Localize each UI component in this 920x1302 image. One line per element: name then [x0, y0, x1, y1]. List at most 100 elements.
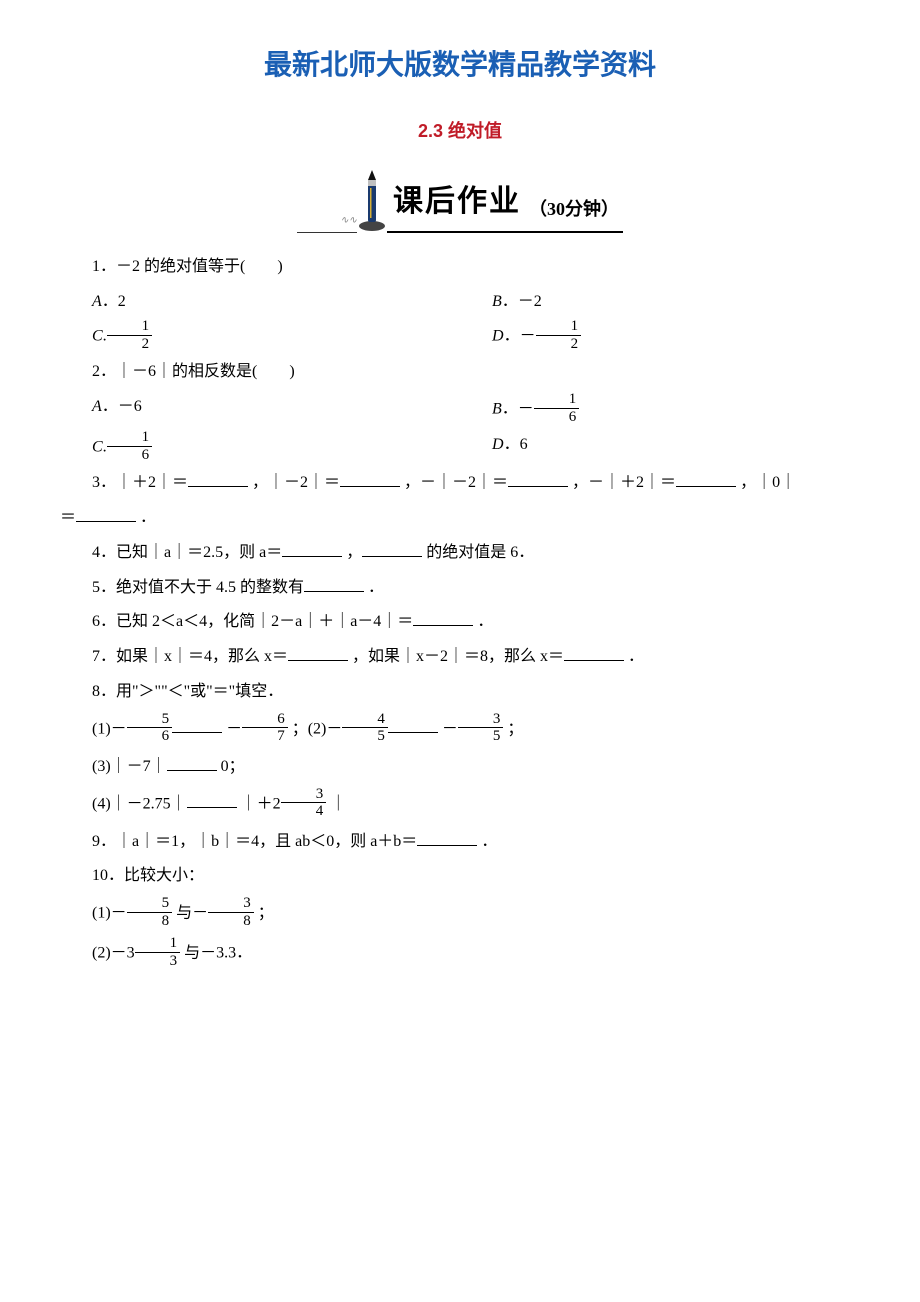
fraction: 67 — [242, 711, 288, 745]
q8-sub3: (3)｜－7｜ 0； — [60, 753, 860, 782]
q3-text: ，－｜－2｜＝ — [404, 474, 508, 491]
opt-label: C — [92, 439, 103, 456]
q1-optD: D．－12 — [460, 320, 860, 354]
q8-text: (1)－ — [92, 720, 127, 737]
opt-label: D — [492, 328, 504, 345]
q1-row2: C.12 D．－12 — [60, 320, 860, 354]
q1-optC: C.12 — [60, 320, 460, 354]
blank — [282, 540, 342, 557]
q8-text: ； — [507, 720, 523, 737]
q8-sub4: (4)｜－2.75｜ ｜＋234 ｜ — [60, 788, 860, 822]
q8-text: － — [442, 720, 458, 737]
opt-label: D — [492, 436, 504, 453]
q3-text: 3．｜＋2｜＝ — [92, 474, 188, 491]
blank — [167, 754, 217, 771]
blank — [564, 644, 624, 661]
pen-icon — [357, 168, 387, 233]
fraction: 58 — [127, 895, 173, 929]
q9: 9．｜a｜＝1，｜b｜＝4，且 ab＜0，则 a＋b＝ ． — [60, 828, 860, 857]
q3-text: ＝ — [60, 509, 76, 526]
q2-row2: C.16 D．6 — [60, 431, 860, 465]
q1-optA: A．2 — [60, 288, 460, 317]
blank — [76, 505, 136, 522]
q3-text: ． — [140, 509, 156, 526]
blank — [362, 540, 422, 557]
opt-label: B — [492, 293, 502, 310]
fraction: 12 — [536, 318, 582, 352]
fraction: 12 — [107, 318, 153, 352]
opt-label: B — [492, 401, 502, 418]
q6-text: 6．已知 2＜a＜4，化简｜2－a｜＋｜a－4｜＝ — [92, 613, 413, 630]
q7-text: ，如果｜x－2｜＝8，那么 x＝ — [352, 648, 564, 665]
q7: 7．如果｜x｜＝4，那么 x＝ ，如果｜x－2｜＝8，那么 x＝ ． — [60, 643, 860, 672]
fraction: 38 — [208, 895, 254, 929]
q8-text: (3)｜－7｜ — [92, 758, 167, 775]
q2-optB: B．－16 — [460, 393, 860, 427]
q8-text: ；(2)－ — [292, 720, 343, 737]
blank — [340, 470, 400, 487]
q4-text: ， — [346, 544, 362, 561]
q9-text: ． — [481, 833, 497, 850]
fraction: 16 — [107, 429, 153, 463]
q10-sub2: (2)－313 与－3.3． — [60, 937, 860, 971]
q2-optA: A．－6 — [60, 393, 460, 427]
q10-sub1: (1)－58 与－38 ； — [60, 897, 860, 931]
fraction: 45 — [342, 711, 388, 745]
opt-label: A — [92, 293, 102, 310]
q1-stem: 1．－2 的绝对值等于( ) — [60, 253, 860, 282]
q5-text: 5．绝对值不大于 4.5 的整数有 — [92, 579, 304, 596]
q3-cont: ＝ ． — [60, 504, 860, 533]
scribble-icon: ∿∿ — [340, 212, 357, 230]
fraction: 13 — [135, 935, 181, 969]
opt-text: ．－ — [504, 328, 536, 345]
q8-stem: 8．用"＞""＜"或"＝"填空． — [60, 678, 860, 707]
q4-text: 的绝对值是 6． — [426, 544, 534, 561]
blank — [676, 470, 736, 487]
fraction: 35 — [458, 711, 504, 745]
opt-text: ．－6 — [102, 398, 142, 415]
q2-stem: 2．｜－6｜的相反数是( ) — [60, 358, 860, 387]
fraction: 16 — [534, 391, 580, 425]
blank — [417, 829, 477, 846]
blank — [388, 716, 438, 733]
q10-text: (1)－ — [92, 905, 127, 922]
q8-text: (4)｜－2.75｜ — [92, 795, 187, 812]
q4: 4．已知｜a｜＝2.5，则 a＝ ， 的绝对值是 6． — [60, 539, 860, 568]
q7-text: 7．如果｜x｜＝4，那么 x＝ — [92, 648, 288, 665]
q10-stem: 10．比较大小： — [60, 862, 860, 891]
q1-optB: B．－2 — [460, 288, 860, 317]
blank — [187, 791, 237, 808]
opt-text: ．2 — [102, 293, 126, 310]
q8-text: ｜＋2 — [241, 795, 281, 812]
q8-text: ｜ — [330, 795, 346, 812]
q2-optD: D．6 — [460, 431, 860, 465]
q5: 5．绝对值不大于 4.5 的整数有 ． — [60, 574, 860, 603]
q10-text: ； — [258, 905, 274, 922]
q9-text: 9．｜a｜＝1，｜b｜＝4，且 ab＜0，则 a＋b＝ — [92, 833, 417, 850]
q7-text: ． — [628, 648, 644, 665]
opt-label: A — [92, 398, 102, 415]
fraction: 56 — [127, 711, 173, 745]
q6: 6．已知 2＜a＜4，化简｜2－a｜＋｜a－4｜＝ ． — [60, 608, 860, 637]
opt-text: ．－2 — [502, 293, 542, 310]
blank — [172, 716, 222, 733]
q5-text: ． — [368, 579, 384, 596]
q10-text: 与－ — [176, 905, 208, 922]
q3-text: ，｜－2｜＝ — [252, 474, 340, 491]
q8-sub12: (1)－56 －67 ；(2)－45 －35 ； — [60, 713, 860, 747]
banner-main-text: 课后作业 — [387, 175, 527, 233]
opt-label: C — [92, 328, 103, 345]
fraction: 34 — [281, 786, 327, 820]
blank — [288, 644, 348, 661]
opt-text: ．6 — [504, 436, 528, 453]
opt-text: ．－ — [502, 401, 534, 418]
q3: 3．｜＋2｜＝ ，｜－2｜＝ ，－｜－2｜＝ ，－｜＋2｜＝ ，｜0｜ — [60, 469, 860, 498]
q6-text: ． — [477, 613, 493, 630]
homework-banner: ∿∿ 课后作业 （30分钟） — [60, 163, 860, 233]
blank — [304, 575, 364, 592]
page-title: 最新北师大版数学精品教学资料 — [60, 40, 860, 90]
q2-row1: A．－6 B．－16 — [60, 393, 860, 427]
q8-text: 0； — [221, 758, 245, 775]
blank — [413, 609, 473, 626]
q8-text: － — [226, 720, 242, 737]
